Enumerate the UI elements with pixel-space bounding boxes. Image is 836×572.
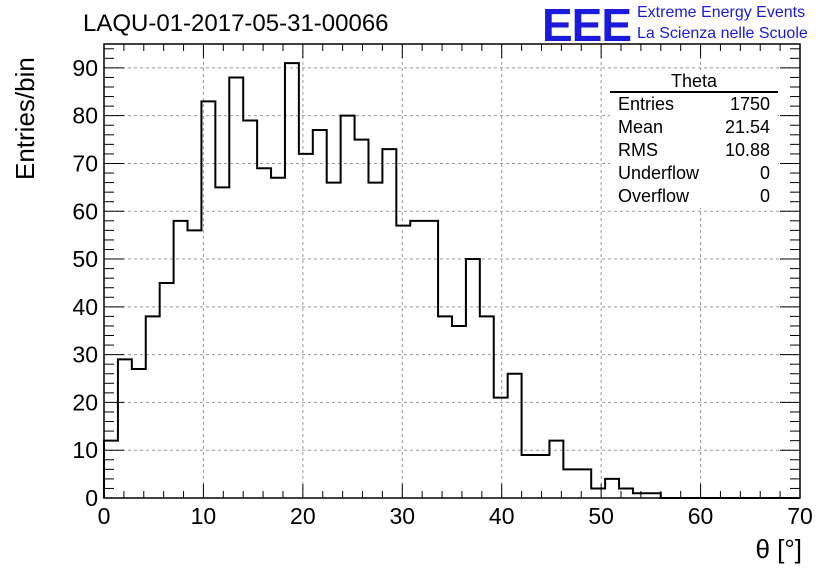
y-tick-label: 80 <box>72 103 98 129</box>
histogram-bin <box>577 469 591 498</box>
histogram-bin <box>396 226 410 498</box>
histogram-bin <box>313 130 327 498</box>
x-axis-label: θ [°] <box>755 534 802 564</box>
x-tick-label: 50 <box>588 503 614 529</box>
histogram-bin <box>508 374 522 498</box>
stats-value: 0 <box>759 186 770 206</box>
logo-line-1: Extreme Energy Events <box>637 4 806 21</box>
stats-label: Entries <box>618 94 675 114</box>
x-tick-label: 70 <box>787 503 813 529</box>
histogram-bin <box>522 455 536 498</box>
y-tick-label: 10 <box>72 437 98 463</box>
histogram-bin <box>299 154 313 498</box>
x-tick-label: 10 <box>191 503 217 529</box>
stats-label: Underflow <box>618 163 700 183</box>
y-tick-label: 20 <box>72 389 98 415</box>
axes-frame <box>103 43 801 499</box>
x-tick-label: 20 <box>290 503 316 529</box>
histogram-bin <box>160 283 174 498</box>
stats-value: 1750 <box>729 94 770 114</box>
stats-label: Overflow <box>618 186 690 206</box>
histogram-bin <box>355 140 369 498</box>
histogram-bin <box>466 259 480 498</box>
histogram-bin <box>229 77 243 498</box>
stats-title: Theta <box>610 70 778 93</box>
stats-row: Entries 1750 <box>610 93 778 116</box>
stats-value: 0 <box>759 163 770 183</box>
x-tick-label: 40 <box>489 503 515 529</box>
histogram-bin <box>424 221 438 498</box>
histogram-bin <box>536 455 550 498</box>
histogram-bin <box>188 230 202 498</box>
histogram-bin <box>146 316 160 498</box>
histogram-bin <box>410 221 424 498</box>
histogram-bin <box>438 316 452 498</box>
y-tick-label: 90 <box>72 55 98 81</box>
histogram-bin <box>494 398 508 498</box>
histogram-bin <box>215 187 229 498</box>
stats-box: Theta Entries 1750 Mean 21.54 RMS 10.88 … <box>610 70 778 208</box>
stats-row: RMS 10.88 <box>610 139 778 162</box>
x-tick-label: 0 <box>98 503 111 529</box>
histogram-bin <box>174 221 188 498</box>
y-tick-label: 50 <box>72 246 98 272</box>
stats-row: Overflow 0 <box>610 185 778 208</box>
histogram-bin <box>285 63 299 498</box>
histogram-bin <box>480 316 494 498</box>
logo-line-2: La Scienza nelle Scuole <box>637 25 808 42</box>
stats-row: Underflow 0 <box>610 162 778 185</box>
histogram-bin <box>132 369 146 498</box>
y-tick-label: 40 <box>72 294 98 320</box>
histogram-steps <box>103 62 800 499</box>
axis-ticks <box>103 44 801 499</box>
histogram-bin <box>118 359 132 498</box>
eee-logo: EEE <box>542 0 632 51</box>
histogram-bin <box>243 120 257 498</box>
stats-row: Mean 21.54 <box>610 116 778 139</box>
chart-title: LAQU-01-2017-05-31-00066 <box>83 10 389 37</box>
stats-value: 21.54 <box>724 117 770 137</box>
histogram-bin <box>452 326 466 498</box>
stats-value: 10.88 <box>724 140 770 160</box>
histogram-line <box>103 62 800 499</box>
y-tick-label: 0 <box>85 485 98 511</box>
stats-label: RMS <box>618 140 658 160</box>
x-tick-label: 30 <box>389 503 415 529</box>
histogram-bin <box>257 168 271 498</box>
grid-lines <box>104 44 800 498</box>
y-tick-label: 70 <box>72 150 98 176</box>
histogram-bin <box>563 469 577 498</box>
histogram-bin <box>382 149 396 498</box>
stats-label: Mean <box>618 117 664 137</box>
histogram-bin <box>591 488 605 498</box>
y-tick-label: 60 <box>72 198 98 224</box>
histogram-bin <box>605 479 619 498</box>
x-tick-label: 60 <box>688 503 714 529</box>
y-axis-label: Entries/bin <box>10 57 40 180</box>
plot-frame <box>103 43 801 499</box>
y-tick-label: 30 <box>72 342 98 368</box>
tick-labels: 0 10 20 30 40 50 60 70 0 10 20 30 40 50 60 70 80 90 <box>72 55 812 529</box>
histogram-bin <box>549 441 563 498</box>
